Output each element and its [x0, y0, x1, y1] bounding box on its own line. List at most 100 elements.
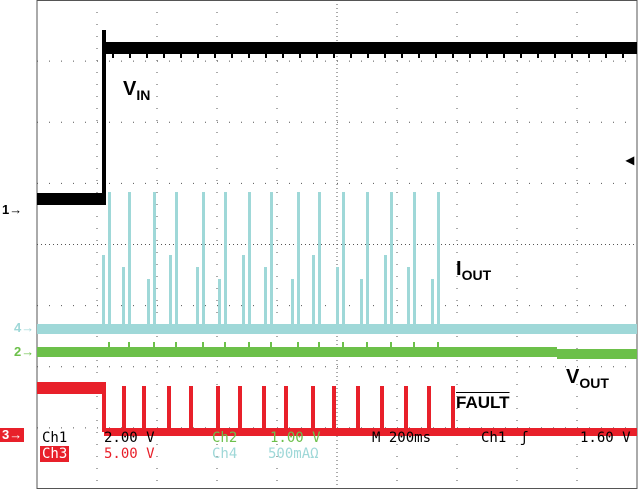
ch4-pulse-shoulder — [384, 255, 387, 324]
ch1-rising-edge — [102, 30, 106, 205]
ch2-glitch — [366, 342, 368, 348]
ch4-pulse-shoulder — [122, 267, 125, 324]
ch3-falling-edge — [102, 382, 106, 432]
ch4-pulse-shoulder — [431, 279, 434, 324]
ch1-noise-tick — [333, 54, 335, 58]
ch2-glitch — [413, 342, 415, 348]
ch3-fault-pulse — [189, 386, 193, 430]
ch4-marker: 4→ — [14, 320, 35, 335]
ch1-noise-tick — [503, 54, 505, 58]
ch3-marker: 3→ — [0, 427, 25, 442]
ch3-fault-pulse — [451, 386, 455, 430]
ch1-noise-tick — [571, 54, 573, 58]
trigger-slope-icon: ʃ — [520, 430, 529, 446]
ch1-noise-tick — [129, 54, 131, 58]
ch3-fault-pulse — [380, 386, 384, 430]
iout-label: IOUT — [456, 258, 491, 283]
ch3-fault-pulse — [238, 386, 242, 430]
ch3-marker-text: 3→ — [2, 427, 23, 442]
ch4-current-pulse — [128, 192, 131, 324]
ch2-glitch — [224, 342, 226, 348]
ch4-readout-name: Ch4 — [212, 446, 238, 462]
ch2-glitch — [270, 342, 272, 348]
ch2-readout-name: Ch2 — [212, 430, 238, 446]
ch1-noise-tick — [588, 54, 590, 58]
ch1-noise-tick — [350, 54, 352, 58]
ch1-noise-tick — [401, 54, 403, 58]
ch2-glitch — [390, 342, 392, 348]
timebase-readout: M 200ms — [372, 430, 432, 446]
ch2-glitch — [128, 342, 130, 348]
vout-label-sub: OUT — [579, 375, 609, 391]
ch3-fault-pulse — [167, 386, 171, 430]
ch3-readout-scale: 5.00 V — [104, 446, 155, 462]
ch4-pulse-shoulder — [218, 279, 221, 324]
ch2-vout-trace — [37, 342, 637, 359]
ch1-noise-tick — [112, 54, 114, 58]
ch1-noise-tick — [163, 54, 165, 58]
ch2-readout-scale: 1.00 V — [270, 430, 321, 446]
ch4-pulse-shoulder — [242, 255, 245, 324]
ch1-noise-tick — [316, 54, 318, 58]
ch2-glitch — [297, 342, 299, 348]
ch4-pulse-shoulder — [291, 279, 294, 324]
ch1-noise-tick — [180, 54, 182, 58]
vout-label: VOUT — [566, 366, 609, 391]
ch1-noise-tick — [231, 54, 233, 58]
ch2-glitch — [153, 342, 155, 348]
ch3-fault-pulse — [427, 386, 431, 430]
ch1-noise-tick — [520, 54, 522, 58]
ch1-noise-tick — [214, 54, 216, 58]
trigger-level-readout: 1.60 V — [580, 430, 631, 446]
ch4-pulse-shoulder — [360, 279, 363, 324]
ch1-noise-tick — [435, 54, 437, 58]
ch1-noise-tick — [537, 54, 539, 58]
ch4-readout-scale: 500mAΩ — [268, 446, 319, 462]
ch4-current-pulse — [413, 192, 416, 324]
ch1-noise-tick — [486, 54, 488, 58]
ch1-noise-tick — [265, 54, 267, 58]
ch1-noise-tick — [367, 54, 369, 58]
ch2-glitch — [342, 342, 344, 348]
ch4-current-pulse — [175, 192, 178, 324]
ch4-current-pulse — [202, 192, 205, 324]
ch4-current-pulse — [437, 192, 440, 324]
vout-label-main: V — [566, 366, 580, 388]
trigger-source-readout: Ch1 — [481, 430, 507, 446]
ch4-current-trace — [37, 192, 637, 334]
ch4-current-pulse — [270, 192, 273, 324]
ch1-high-segment — [104, 42, 637, 54]
vin-label-main: V — [123, 78, 137, 100]
ch2-glitch — [108, 342, 110, 348]
ch2-baseline-tail — [557, 349, 637, 359]
ch3-fault-pulse — [404, 386, 408, 430]
ch2-glitch — [437, 342, 439, 348]
ch2-glitch — [318, 342, 320, 348]
ch3-fault-pulse — [284, 386, 288, 430]
ch2-glitch — [175, 342, 177, 348]
ch4-current-pulse — [153, 192, 156, 324]
ch3-fault-pulse — [122, 386, 126, 430]
ch4-pulse-shoulder — [407, 267, 410, 324]
ch1-noise-tick — [282, 54, 284, 58]
ch4-pulse-shoulder — [312, 255, 315, 324]
ch1-vin-trace — [37, 30, 637, 205]
ch3-fault-pulse — [262, 386, 266, 430]
ch1-noise-tick — [469, 54, 471, 58]
ch4-baseline — [37, 324, 637, 334]
ch1-noise-tick — [146, 54, 148, 58]
ch3-fault-pulse — [332, 386, 336, 430]
ch4-current-pulse — [366, 192, 369, 324]
fault-label: FAULT — [456, 393, 510, 412]
ch3-fault-pulse — [356, 386, 360, 430]
ch1-noise-tick — [418, 54, 420, 58]
ch4-current-pulse — [108, 192, 111, 324]
ch4-pulse-shoulder — [102, 255, 105, 324]
vin-label: VIN — [123, 78, 150, 103]
ch4-current-pulse — [390, 192, 393, 324]
ch4-current-pulse — [224, 192, 227, 324]
ch4-pulse-shoulder — [147, 279, 150, 324]
ch3-fault-pulse — [142, 386, 146, 430]
